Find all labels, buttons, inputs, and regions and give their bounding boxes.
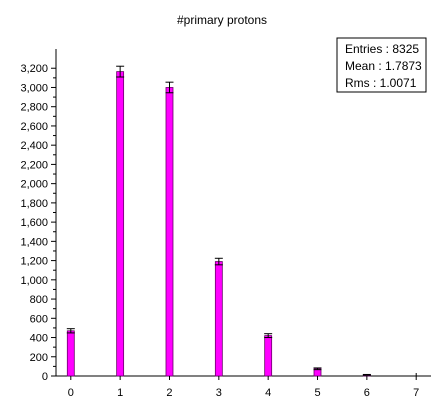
ticks-layer: 0 200 400 600 800 1,000 1,200 1,400 1,600 1,800 2,… [20,63,419,399]
y-tick-label: 800 [30,294,48,306]
y-tick-label: 1,000 [20,275,48,287]
x-tick-label: 4 [265,387,271,399]
x-tick-label: 6 [364,387,370,399]
y-tick-label: 0 [42,371,48,383]
bar [66,330,75,377]
bar [264,335,273,377]
x-tick-label: 3 [216,387,222,399]
y-tick-label: 2,200 [20,159,48,171]
error-bars-layer [66,65,421,377]
y-tick-label: 3,200 [20,63,48,75]
x-tick-label: 5 [314,387,320,399]
bar [116,71,125,377]
y-tick-label: 2,800 [20,102,48,114]
x-tick-label: 1 [117,387,123,399]
stats-rms: Rms : 1.0071 [345,76,417,90]
stats-entries: Entries : 8325 [345,42,419,56]
y-tick-label: 1,200 [20,256,48,268]
y-tick-label: 200 [30,352,48,364]
y-tick-label: 1,800 [20,198,48,210]
y-tick-label: 400 [30,333,48,345]
y-tick-label: 1,600 [20,217,48,229]
x-tick-label: 2 [166,387,172,399]
bars-layer [66,71,371,377]
y-tick-label: 2,000 [20,179,48,191]
x-tick-label: 7 [413,387,419,399]
bar [214,261,223,377]
y-tick-label: 1,400 [20,236,48,248]
stats-box: Entries : 8325 Mean : 1.7873 Rms : 1.007… [336,37,427,93]
x-tick-label: 0 [68,387,74,399]
y-tick-label: 2,400 [20,140,48,152]
stats-mean: Mean : 1.7873 [345,59,422,73]
y-tick-label: 600 [30,313,48,325]
y-tick-label: 3,000 [20,82,48,94]
axes [55,49,431,377]
stats-box-frame [336,37,427,93]
bar [165,87,174,377]
y-tick-label: 2,600 [20,121,48,133]
chart-title: #primary protons [177,13,267,27]
